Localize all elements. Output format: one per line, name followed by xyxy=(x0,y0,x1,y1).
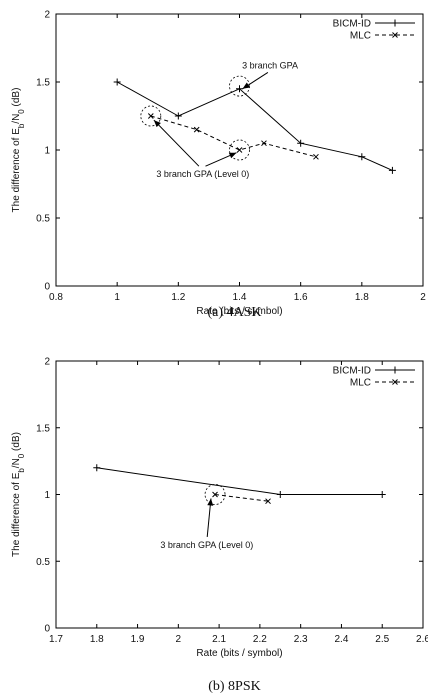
data-point xyxy=(358,153,366,161)
series-bicm-id xyxy=(113,78,396,174)
data-point xyxy=(174,112,182,120)
annotation-circle xyxy=(229,75,250,97)
data-point xyxy=(313,153,319,160)
legend-label: BICM-ID xyxy=(333,366,371,377)
series-line xyxy=(150,115,317,158)
y-axis-label-part: The difference of E xyxy=(11,472,22,557)
x-tick-label: 2.2 xyxy=(253,634,267,645)
y-axis-label-part: 0 xyxy=(17,453,26,458)
x-axis-label: Rate (bits / symbol) xyxy=(196,306,282,317)
series-mlc xyxy=(212,491,271,505)
y-tick-label: 1.5 xyxy=(36,78,50,89)
figure-caption: (a) 4ASK xyxy=(207,305,261,320)
y-tick-label: 0.5 xyxy=(36,557,50,568)
data-point xyxy=(388,166,396,174)
y-axis-label: The difference of Eb/N0 (dB) xyxy=(11,432,26,557)
y-tick-label: 2 xyxy=(44,10,50,21)
x-tick-label: 1.2 xyxy=(171,292,185,303)
x-tick-label: 2.3 xyxy=(294,634,308,645)
legend-label: MLC xyxy=(350,31,371,42)
x-tick-label: 1.4 xyxy=(233,292,247,303)
annotation-label: 3 branch GPA xyxy=(242,60,298,70)
y-tick-label: 1 xyxy=(44,490,50,501)
chart-b: 1.7 1.8 1.9 2 2.1 2.2 2.3 2.4 2.5 2.6 0 0.5 1 1.5 2 Rat… xyxy=(11,357,428,660)
x-tick-label: 1.8 xyxy=(355,292,369,303)
data-point xyxy=(93,464,101,472)
y-tick-label: 0 xyxy=(44,624,50,635)
legend-marker xyxy=(391,366,399,374)
y-axis-label-part: /N xyxy=(11,458,22,468)
x-tick-label: 1 xyxy=(114,292,120,303)
y-axis-label-part: The difference of E xyxy=(11,128,22,213)
figure-caption: (b) 8PSK xyxy=(208,679,261,694)
y-axis-label-part: b xyxy=(17,123,26,128)
annotation-circle xyxy=(140,105,162,127)
x-tick-label: 2.4 xyxy=(334,634,348,645)
series-line xyxy=(96,467,383,495)
annotation-circle xyxy=(229,139,250,161)
x-axis-label: Rate (bits / symbol) xyxy=(196,648,282,659)
series-line xyxy=(214,494,269,502)
x-tick-label: 2 xyxy=(176,634,182,645)
y-axis-label-part: (dB) xyxy=(11,432,22,454)
annotation-circle xyxy=(204,484,226,505)
annotation-label: 3 branch GPA (Level 0) xyxy=(160,540,253,550)
data-point xyxy=(236,147,243,153)
legend-marker xyxy=(391,19,399,27)
data-point xyxy=(265,498,271,505)
x-tick-label: 1.8 xyxy=(90,634,104,645)
annotation-label: 3 branch GPA (Level 0) xyxy=(156,169,249,179)
series-mlc xyxy=(147,113,319,160)
annotation-arrowhead xyxy=(153,120,161,128)
series-bicm-id xyxy=(93,464,386,498)
y-axis-label-part: (dB) xyxy=(11,88,22,110)
annotation: 3 branch GPA (Level 0) xyxy=(140,105,250,179)
data-point xyxy=(297,139,305,147)
y-tick-label: 0 xyxy=(44,282,50,293)
legend-label: BICM-ID xyxy=(333,19,371,30)
x-tick-label: 0.8 xyxy=(49,292,63,303)
y-axis-label: The difference of Eb/N0 (dB) xyxy=(11,88,26,213)
data-point xyxy=(193,126,200,133)
x-tick-label: 2 xyxy=(420,292,426,303)
annotation-arrowhead xyxy=(207,498,214,506)
annotation-arrowhead xyxy=(228,152,237,159)
y-axis-label-part: b xyxy=(17,468,26,473)
legend-marker xyxy=(392,32,398,38)
data-point xyxy=(261,140,267,147)
series-line xyxy=(116,81,393,171)
data-point xyxy=(113,78,121,86)
chart-a: 0.8 1 1.2 1.4 1.6 1.8 2 0 0.5 1 1.5 2 Rate (bits / s… xyxy=(11,10,426,318)
annotation-arrowhead xyxy=(242,82,251,89)
x-tick-label: 1.7 xyxy=(49,634,63,645)
legend-marker xyxy=(392,379,398,385)
annotation-arrow xyxy=(153,119,200,167)
legend-label: MLC xyxy=(350,378,371,389)
y-tick-label: 1 xyxy=(44,146,50,157)
x-tick-label: 1.9 xyxy=(131,634,145,645)
data-point xyxy=(276,491,284,498)
data-point xyxy=(378,491,386,498)
y-tick-label: 2 xyxy=(44,357,50,368)
y-axis-label-part: /N xyxy=(11,114,22,124)
x-tick-label: 2.5 xyxy=(375,634,389,645)
x-tick-label: 2.1 xyxy=(212,634,226,645)
data-point xyxy=(147,113,154,119)
annotation: 3 branch GPA (Level 0) xyxy=(160,484,253,550)
x-tick-label: 2.6 xyxy=(416,634,428,645)
annotation: 3 branch GPA xyxy=(229,60,298,97)
data-point xyxy=(212,491,218,498)
y-tick-label: 1.5 xyxy=(36,423,50,434)
y-tick-label: 0.5 xyxy=(36,214,50,225)
data-point xyxy=(236,85,243,93)
y-axis-label-part: 0 xyxy=(17,109,26,114)
x-tick-label: 1.6 xyxy=(294,292,308,303)
